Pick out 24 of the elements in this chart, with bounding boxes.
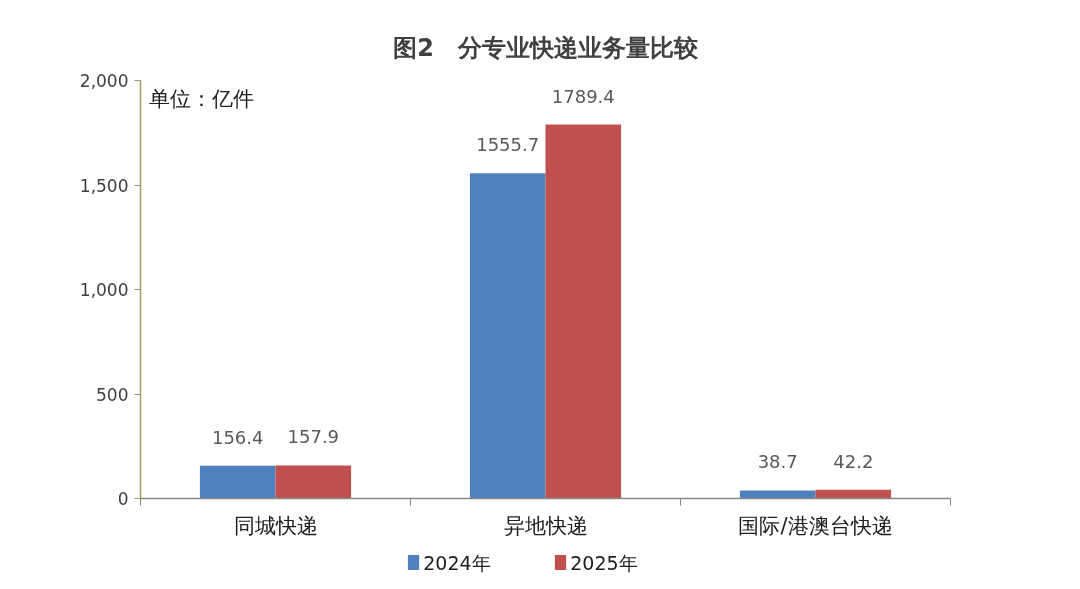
data-label: 38.7 — [757, 451, 798, 473]
data-label: 1555.7 — [476, 134, 540, 156]
data-label: 42.2 — [833, 450, 874, 472]
x-tick-label: 异地快递 — [503, 513, 588, 538]
legend-label: 2025年 — [570, 551, 638, 574]
y-tick-label: 0 — [117, 489, 129, 509]
chart-title: 图2 分专业快递业务量比较 — [393, 33, 699, 62]
bar — [275, 465, 352, 499]
data-label: 1789.4 — [551, 85, 615, 107]
bar — [545, 124, 622, 499]
y-tick-label: 2,000 — [79, 71, 129, 91]
y-tick-label: 500 — [96, 384, 129, 405]
y-tick-label: 1,000 — [79, 280, 129, 300]
data-label: 156.4 — [211, 426, 264, 448]
bar — [199, 465, 276, 499]
y-tick-label: 1,500 — [79, 175, 129, 196]
bar — [739, 490, 816, 499]
x-tick-label: 同城快递 — [233, 513, 318, 538]
x-tick-label: 国际/港澳台快递 — [738, 513, 893, 538]
bar — [469, 173, 546, 499]
annotation: 单位：亿件 — [148, 86, 254, 111]
legend-label: 2024年 — [423, 551, 491, 574]
data-label: 157.9 — [287, 426, 340, 448]
bar — [815, 489, 892, 499]
